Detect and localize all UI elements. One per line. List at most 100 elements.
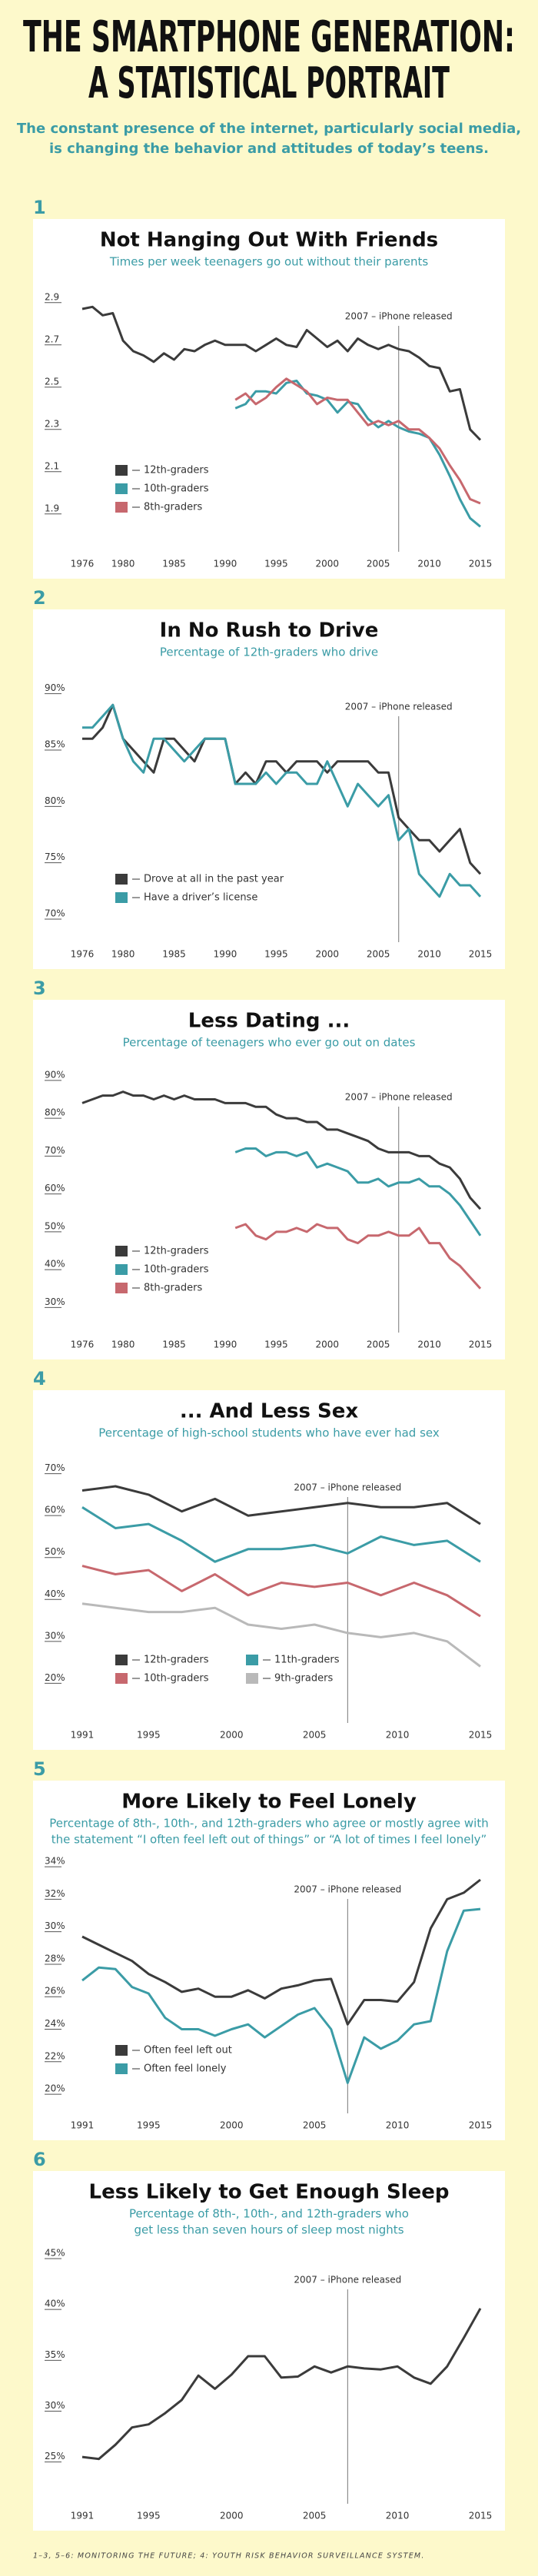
y-tick-label: 26% [45, 1986, 65, 1997]
legend-swatch [115, 1673, 128, 1684]
annotation-text: 2007 – iPhone released [345, 1092, 453, 1103]
chart-panel [33, 2171, 505, 2531]
x-tick-label: 2010 [386, 1730, 410, 1741]
chart-number: 4 [33, 1368, 46, 1389]
y-tick-label: 22% [45, 2050, 65, 2061]
x-tick-label: 2010 [417, 1339, 441, 1350]
data-line [81, 1090, 482, 1210]
x-tick-label: 2015 [469, 559, 493, 569]
y-tick-label: 2.7 [45, 334, 59, 344]
annotation-text: 2007 – iPhone released [294, 2275, 401, 2286]
y-tick-label: 34% [45, 1856, 65, 1867]
x-tick-label: 2005 [367, 949, 390, 960]
chart-number: 5 [33, 1758, 46, 1780]
data-line [81, 1565, 481, 1618]
x-tick-label: 2005 [303, 2120, 327, 2131]
x-tick-label: 2000 [220, 2511, 244, 2521]
y-tick-label: 20% [45, 2083, 65, 2094]
x-tick-label: 2015 [469, 1730, 493, 1741]
chart-number: 1 [33, 197, 46, 218]
x-tick-label: 1985 [162, 1339, 186, 1350]
x-tick-label: 1991 [71, 2511, 95, 2521]
legend-swatch [115, 1283, 128, 1293]
chart-panel [33, 1000, 505, 1359]
data-line [234, 380, 481, 528]
y-tick-label: 2.1 [45, 460, 59, 471]
page-subtitle: is changing the behavior and attitudes o… [49, 141, 489, 157]
y-tick-label: 85% [45, 739, 65, 750]
x-tick-label: 2000 [315, 1339, 339, 1350]
y-tick-label: 80% [45, 795, 65, 806]
footer-source: 1–3, 5–6: MONITORING THE FUTURE; 4: YOUT… [33, 2552, 425, 2561]
annotation-text: 2007 – iPhone released [345, 311, 453, 322]
x-tick-label: 2000 [315, 559, 339, 569]
chart-title: Less Dating ... [188, 1010, 350, 1033]
x-tick-label: 1995 [137, 2511, 161, 2521]
chart-title: In No Rush to Drive [160, 619, 379, 642]
data-line [81, 1907, 481, 2084]
legend-label: Often feel left out [144, 2045, 232, 2056]
y-tick-label: 50% [45, 1546, 65, 1557]
x-tick-label: 1980 [111, 949, 135, 960]
x-tick-label: 1980 [111, 559, 135, 569]
y-tick-label: 30% [45, 2400, 65, 2411]
legend-label: Often feel lonely [144, 2063, 227, 2075]
x-tick-label: 1990 [214, 949, 237, 960]
x-tick-label: 1985 [162, 949, 186, 960]
y-tick-label: 70% [45, 1145, 65, 1156]
x-tick-label: 1990 [214, 559, 237, 569]
x-tick-label: 1995 [264, 1339, 288, 1350]
annotation-text: 2007 – iPhone released [294, 1482, 401, 1493]
x-tick-label: 2015 [469, 949, 493, 960]
legend-label: Drove at all in the past year [144, 874, 284, 885]
legend-label: 12th-graders [144, 1655, 209, 1666]
legend-swatch [115, 2063, 128, 2074]
x-tick-label: 1995 [137, 2120, 161, 2131]
legend-label: 12th-graders [144, 1246, 209, 1257]
chart-number: 3 [33, 978, 46, 999]
legend-label: 10th-graders [144, 483, 209, 495]
x-tick-label: 1991 [71, 1730, 95, 1741]
y-tick-label: 40% [45, 2299, 65, 2309]
legend-swatch [115, 502, 128, 513]
legend-swatch [115, 2045, 128, 2056]
legend-swatch [115, 874, 128, 885]
x-tick-label: 1990 [214, 1339, 237, 1350]
x-tick-label: 2005 [303, 2511, 327, 2521]
chart-subtitle: Percentage of teenagers who ever go out … [123, 1036, 416, 1050]
data-line [234, 377, 481, 505]
legend-swatch [115, 892, 128, 903]
y-tick-label: 75% [45, 851, 65, 862]
x-tick-label: 2015 [469, 1339, 493, 1350]
x-tick-label: 2000 [220, 1730, 244, 1741]
chart-subtitle: the statement “I often feel left out of … [51, 1833, 487, 1847]
y-tick-label: 32% [45, 1888, 65, 1899]
legend-label: 12th-graders [144, 465, 209, 476]
legend-label: 9th-graders [274, 1673, 333, 1685]
chart-panel [33, 609, 505, 969]
chart-title: ... And Less Sex [180, 1400, 359, 1423]
y-tick-label: 45% [45, 2247, 65, 2258]
data-line [81, 1485, 481, 1525]
y-tick-label: 90% [45, 1069, 65, 1080]
data-line [81, 1602, 481, 1668]
chart-number: 2 [33, 587, 46, 609]
annotation-text: 2007 – iPhone released [294, 1884, 401, 1895]
x-tick-label: 2010 [386, 2120, 410, 2131]
y-tick-label: 50% [45, 1220, 65, 1231]
chart-panel [33, 219, 505, 579]
x-tick-label: 1995 [264, 559, 288, 569]
data-line [234, 1223, 482, 1290]
y-tick-label: 30% [45, 1920, 65, 1931]
chart-title: Not Hanging Out With Friends [100, 229, 438, 252]
y-tick-label: 70% [45, 908, 65, 919]
data-line [81, 1506, 481, 1563]
page-subtitle: The constant presence of the internet, p… [17, 121, 521, 137]
y-tick-label: 70% [45, 1462, 65, 1473]
x-tick-label: 1991 [71, 2120, 95, 2131]
chart-subtitle: Percentage of high-school students who h… [98, 1426, 440, 1440]
x-tick-label: 2015 [469, 2511, 493, 2521]
y-tick-label: 30% [45, 1296, 65, 1307]
x-tick-label: 1995 [137, 1730, 161, 1741]
